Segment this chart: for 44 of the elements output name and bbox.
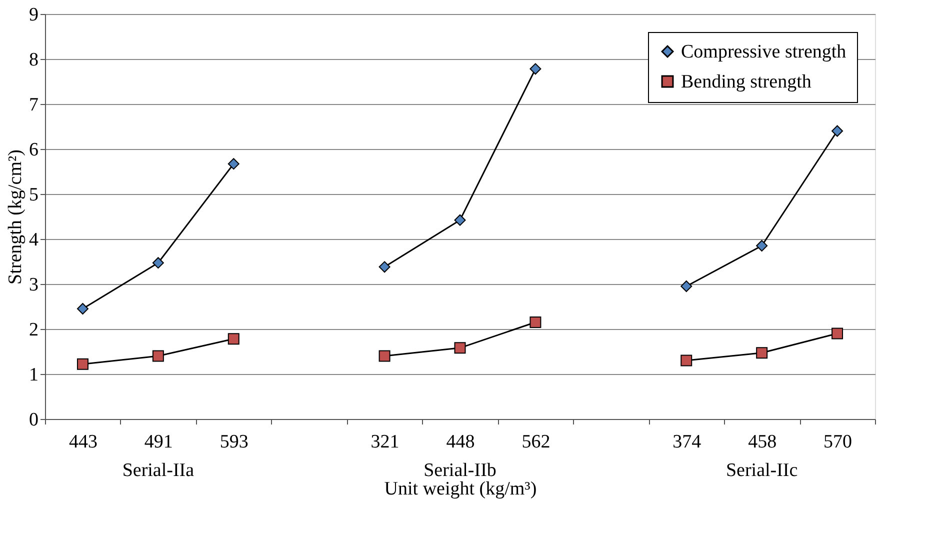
x-tick-label: 593 — [220, 432, 248, 452]
x-tick-label: 570 — [824, 432, 852, 452]
point — [454, 342, 466, 354]
point — [832, 328, 844, 340]
y-tick-label: 1 — [29, 364, 38, 386]
point — [680, 354, 692, 366]
text: Serial-IIc — [726, 460, 798, 481]
point — [756, 240, 768, 252]
legend-label: Bending strength — [681, 72, 812, 92]
x-axis-title: Unit weight (kg/m³) — [384, 478, 537, 500]
text: Serial-IIb — [424, 460, 496, 481]
x-tick-label: 491 — [144, 432, 173, 452]
point — [152, 350, 164, 362]
point — [832, 125, 844, 137]
legend-label: Compressive strength — [681, 42, 847, 62]
point — [756, 347, 768, 359]
y-axis-title: Strength (kg/cm²) — [5, 150, 26, 284]
y-tick-label: 6 — [29, 140, 38, 160]
point — [378, 350, 390, 362]
point — [454, 214, 466, 226]
x-tick-label: 458 — [748, 432, 777, 452]
text: Serial-IIa — [122, 460, 195, 481]
y-tick-label: 9 — [29, 4, 38, 26]
point — [530, 316, 542, 328]
point — [76, 358, 88, 370]
point — [680, 280, 692, 292]
point — [228, 333, 240, 345]
point — [530, 63, 542, 75]
x-tick-label: 374 — [672, 432, 702, 452]
y-tick-label: 4 — [29, 230, 39, 250]
point — [228, 158, 240, 170]
point — [152, 257, 164, 269]
y-tick-label: 2 — [29, 320, 38, 340]
x-tick-label: 448 — [446, 432, 475, 452]
y-tick-label: 7 — [29, 94, 38, 116]
y-tick-label: 0 — [29, 410, 38, 430]
x-tick-label: 562 — [522, 432, 550, 452]
x-tick-label: 443 — [68, 432, 98, 452]
y-tick-label: 8 — [29, 50, 38, 70]
y-tick-label: 5 — [29, 184, 38, 206]
point — [76, 303, 88, 314]
x-tick-label: 321 — [370, 432, 400, 452]
y-tick-label: 3 — [29, 274, 38, 296]
point — [378, 261, 390, 273]
